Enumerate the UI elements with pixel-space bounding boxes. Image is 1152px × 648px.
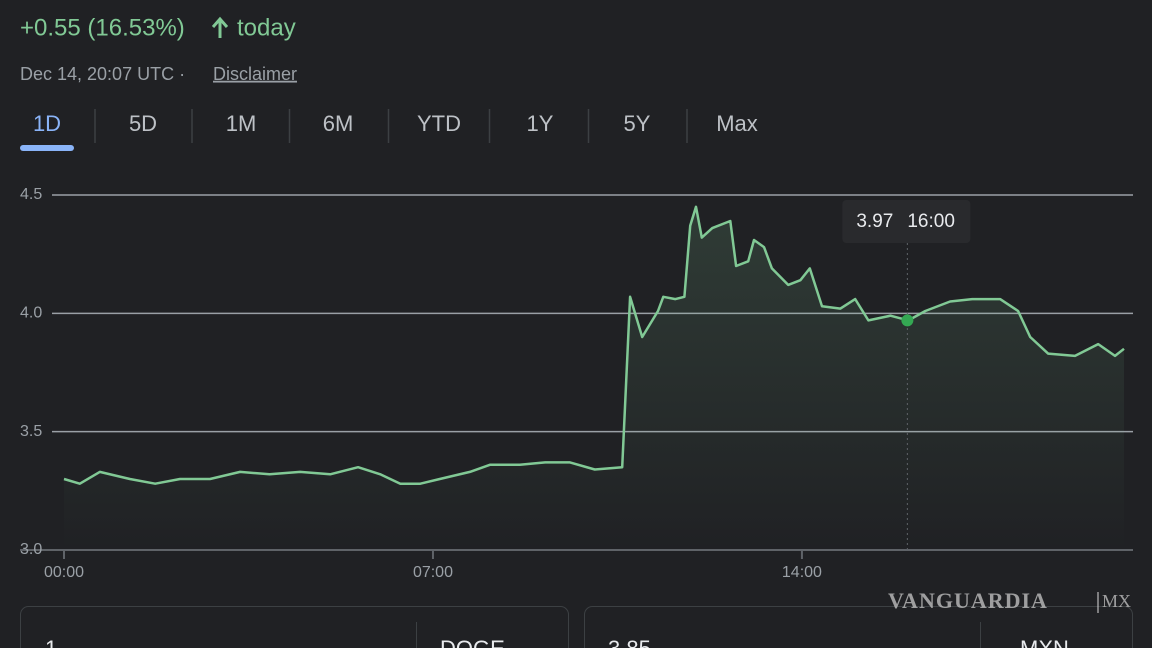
y-tick-label: 4.5 — [20, 186, 42, 203]
up-arrow — [211, 16, 229, 38]
range-tab[interactable]: Max — [716, 111, 758, 136]
converter-from-box — [20, 606, 569, 648]
watermark-brand: VANGUARDIA — [888, 588, 1048, 613]
range-tab[interactable]: 1Y — [527, 111, 554, 136]
y-tick-label: 4.0 — [20, 305, 42, 322]
price-line — [63, 205, 1125, 485]
x-tick-label: 07:00 — [413, 564, 453, 581]
area-fill — [64, 206, 1124, 551]
x-tick-label: 14:00 — [782, 564, 822, 581]
range-tab[interactable]: YTD — [417, 111, 461, 136]
range-tab[interactable]: 5Y — [624, 111, 651, 136]
tooltip-box — [842, 200, 971, 243]
price-change: +0.55 (16.53%) — [20, 14, 185, 41]
range-tab[interactable]: 1D — [33, 111, 61, 136]
result-value[interactable]: 3.85 — [608, 636, 651, 648]
to-currency[interactable]: MXN — [1020, 636, 1069, 648]
tooltip-value: 3.97 — [856, 211, 893, 232]
from-currency[interactable]: DOGE — [440, 636, 505, 648]
converter-to-box — [584, 606, 1133, 648]
timestamp: Dec 14, 20:07 UTC · — [20, 64, 185, 84]
range-tab[interactable]: 6M — [323, 111, 354, 136]
watermark-suffix: MX — [1102, 591, 1131, 611]
hover-dot — [901, 314, 914, 327]
y-tick-label: 3.0 — [20, 541, 42, 558]
tooltip-time: 16:00 — [907, 211, 955, 232]
disclaimer-link[interactable]: Disclaimer — [213, 64, 297, 84]
chart: 3.0 3.5 4.0 4.5 00:00 07:00 14:00 3.97 16:00 — [20, 186, 1133, 581]
period: today — [237, 14, 296, 41]
converter: 1 DOGE 3.85 MXN — [20, 606, 1133, 648]
amount-input[interactable]: 1 — [45, 636, 57, 648]
x-tick-label: 00:00 — [44, 564, 84, 581]
tab-indicator — [20, 145, 74, 151]
range-tabs: 1D 5D 1M 6M YTD 1Y 5Y Max — [20, 109, 758, 151]
y-tick-label: 3.5 — [20, 423, 42, 440]
watermark: VANGUARDIA MX — [888, 588, 1131, 613]
range-tab[interactable]: 5D — [129, 111, 157, 136]
range-tab[interactable]: 1M — [226, 111, 257, 136]
